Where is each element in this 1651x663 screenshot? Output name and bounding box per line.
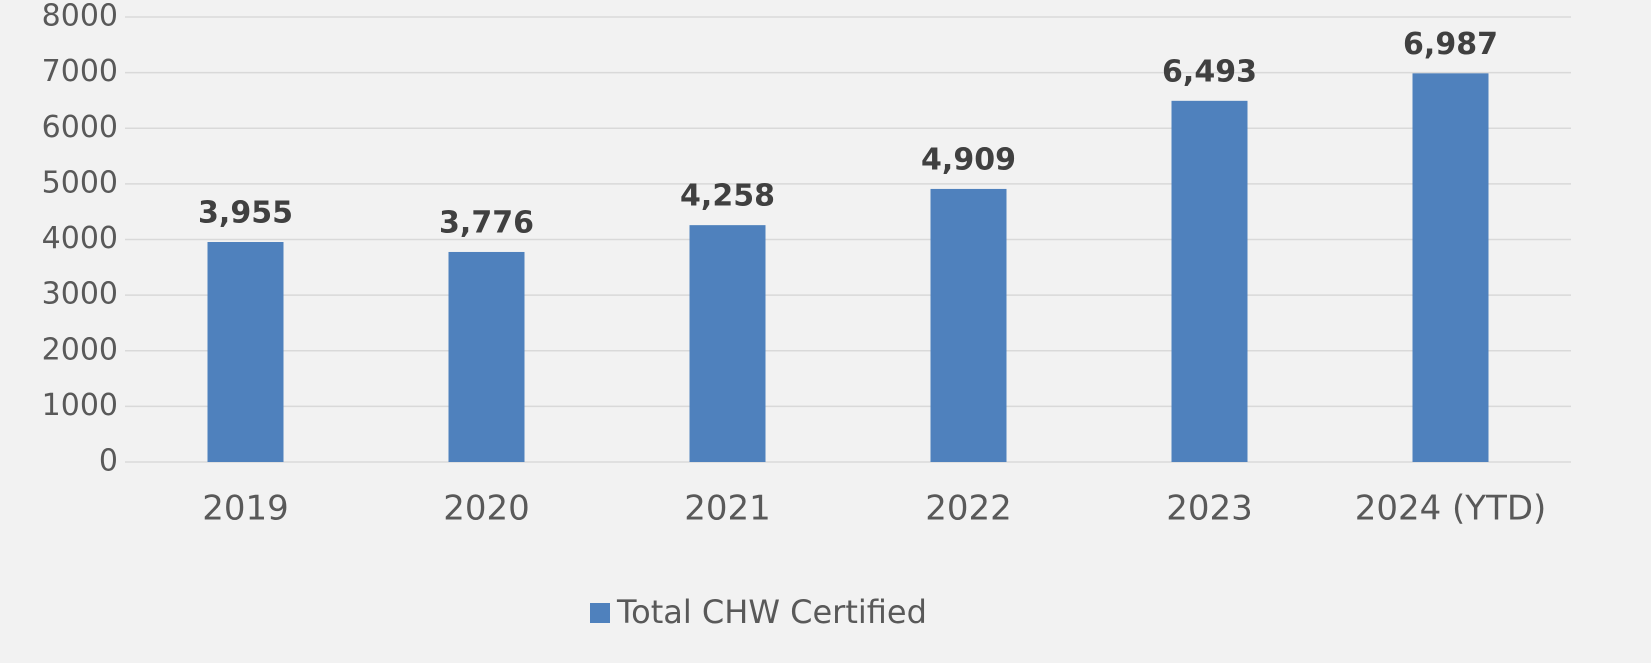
y-tick-label: 4000: [42, 221, 118, 256]
legend-swatch: [590, 603, 610, 623]
bar: [1412, 73, 1489, 463]
data-label: 3,776: [439, 205, 534, 240]
x-tick-label: 2023: [1166, 489, 1253, 529]
x-tick-label: 2024 (YTD): [1355, 489, 1547, 529]
data-label: 6,493: [1162, 54, 1257, 89]
y-tick-label: 0: [99, 444, 118, 479]
bar: [689, 225, 766, 462]
y-tick-label: 6000: [42, 110, 118, 145]
y-tick-label: 3000: [42, 277, 118, 312]
y-tick-label: 2000: [42, 332, 118, 367]
x-tick-label: 2019: [202, 489, 289, 529]
y-tick-label: 7000: [42, 54, 118, 89]
data-label: 3,955: [198, 196, 293, 231]
y-tick-label: 5000: [42, 165, 118, 200]
x-tick-label: 2021: [684, 489, 771, 529]
bar: [448, 251, 525, 462]
y-tick-label: 8000: [42, 0, 118, 34]
bar: [1171, 100, 1248, 462]
data-label: 6,987: [1403, 27, 1498, 62]
data-label: 4,909: [921, 142, 1016, 177]
x-tick-label: 2022: [925, 489, 1012, 529]
bar: [930, 188, 1007, 462]
x-tick-label: 2020: [443, 489, 530, 529]
y-tick-label: 1000: [42, 388, 118, 423]
data-label: 4,258: [680, 179, 775, 214]
bar: [207, 242, 284, 462]
legend-label: Total CHW Certified: [616, 593, 927, 631]
